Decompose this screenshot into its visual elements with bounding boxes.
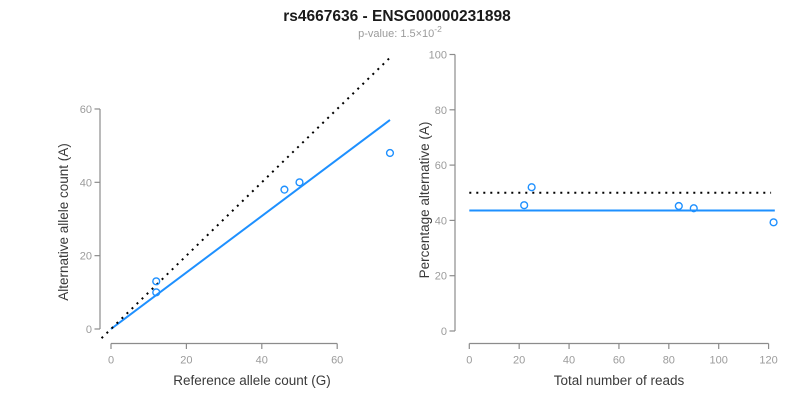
x-tick-label: 20 [180,355,192,367]
figure-subtitle: p-value: 1.5×10-2 [358,24,442,40]
data-point [295,178,304,187]
y-tick-label: 100 [429,50,447,62]
x-tick-label: 0 [466,355,472,367]
x-axis-title: Reference allele count (G) [173,373,331,388]
x-tick-label: 100 [710,355,728,367]
x-tick-label: 40 [563,355,575,367]
data-point [280,185,289,194]
y-tick-label: 60 [80,104,92,116]
x-axis-title: Total number of reads [554,373,685,388]
x-tick-label: 40 [256,355,268,367]
y-tick-label: 0 [441,326,447,338]
y-tick-label: 20 [80,251,92,263]
data-point [769,218,778,227]
x-tick-label: 80 [663,355,675,367]
fitted-allelic-ratio-line [110,119,391,330]
y-tick-label: 40 [435,215,447,227]
x-tick-label: 20 [513,355,525,367]
data-point [674,201,683,211]
y-tick-label: 40 [80,177,92,189]
x-tick-label: 60 [613,355,625,367]
data-point [152,277,161,286]
x-tick-label: 0 [108,355,114,367]
y-tick-label: 0 [86,324,92,336]
pvalue-exponent: -2 [434,24,442,34]
y-axis-title: Percentage alternative (A) [417,122,432,279]
data-point [520,201,529,210]
x-tick-label: 120 [759,355,777,367]
figure-title: rs4667636 - ENSG00000231898 [283,8,511,25]
identity-line [100,56,391,339]
y-tick-label: 20 [435,271,447,283]
pvalue-text: p-value: 1.5×10 [358,28,434,40]
data-point [152,288,161,297]
data-point [527,183,536,192]
data-point [689,204,698,213]
y-axis-title: Alternative allele count (A) [56,143,71,301]
x-tick-label: 60 [331,355,343,367]
y-tick-label: 80 [435,105,447,117]
y-tick-label: 60 [435,160,447,172]
data-point [385,148,395,158]
